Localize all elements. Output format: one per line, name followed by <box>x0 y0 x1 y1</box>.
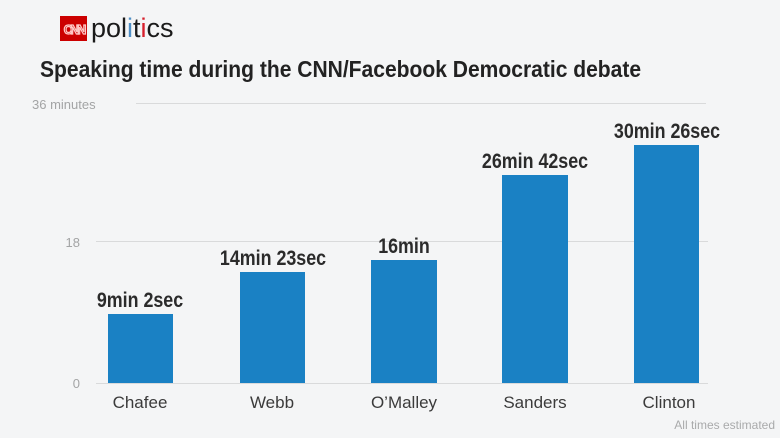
svg-text:N: N <box>77 23 86 37</box>
